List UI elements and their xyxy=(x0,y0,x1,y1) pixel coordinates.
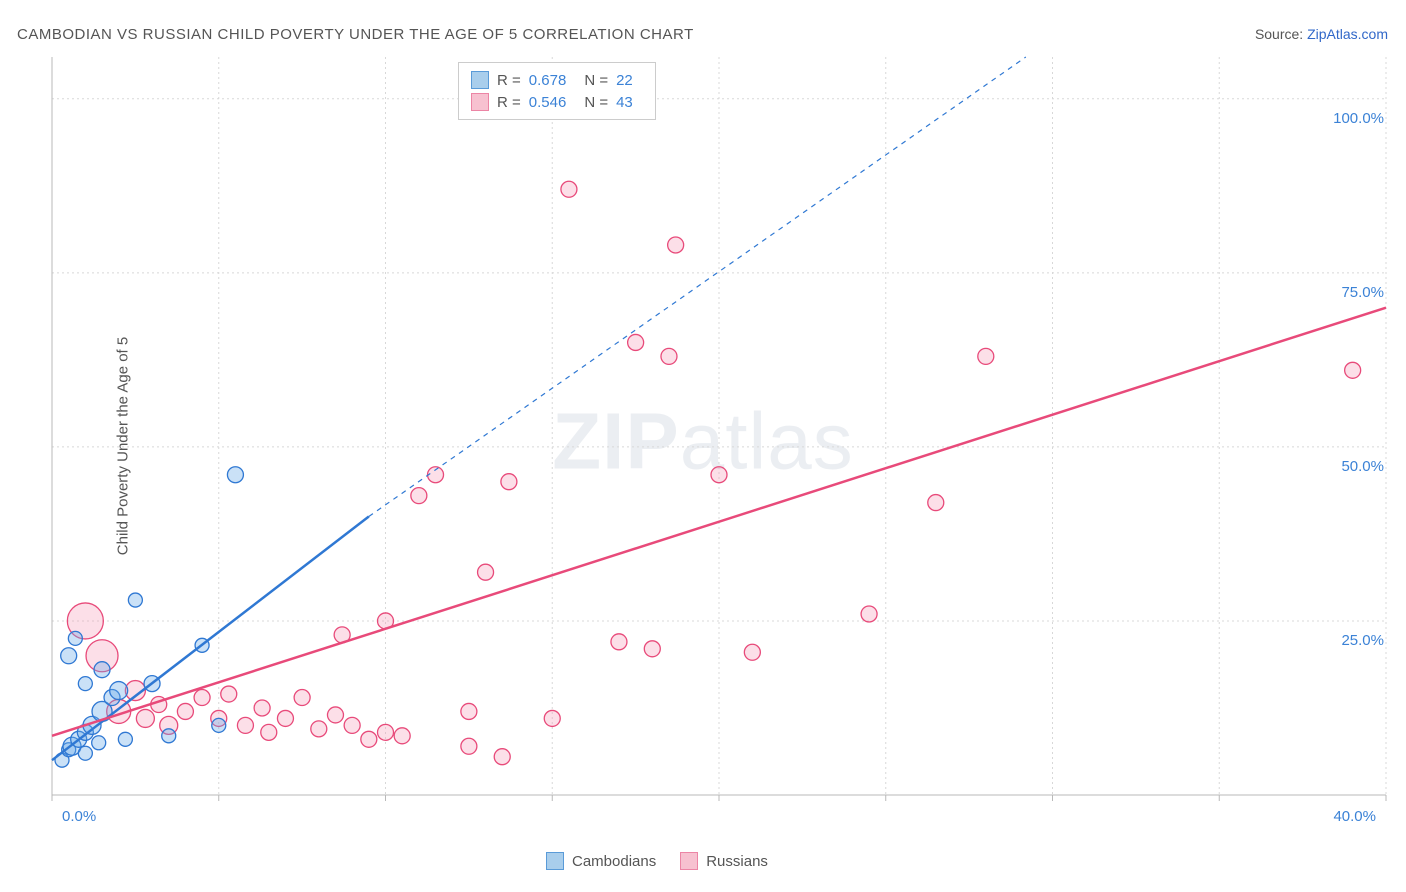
data-point-russians xyxy=(327,707,343,723)
data-point-russians xyxy=(501,474,517,490)
data-point-russians xyxy=(978,348,994,364)
series-legend: Cambodians Russians xyxy=(546,852,768,870)
data-point-russians xyxy=(661,348,677,364)
y-tick-label: 50.0% xyxy=(1341,458,1384,475)
trendline-cambodians-extrapolated xyxy=(369,57,1026,517)
data-point-russians xyxy=(394,728,410,744)
data-point-russians xyxy=(194,690,210,706)
data-point-russians xyxy=(311,721,327,737)
data-point-russians xyxy=(461,703,477,719)
source-label: Source: xyxy=(1255,26,1307,42)
data-point-russians xyxy=(254,700,270,716)
data-point-russians xyxy=(861,606,877,622)
data-point-russians xyxy=(344,717,360,733)
x-tick-label: 0.0% xyxy=(62,808,96,825)
data-point-cambodians xyxy=(61,648,77,664)
data-point-cambodians xyxy=(118,732,132,746)
data-point-russians xyxy=(668,237,684,253)
r-label: R = xyxy=(497,94,521,111)
n-value-russians: 43 xyxy=(616,94,633,111)
n-label: N = xyxy=(584,94,608,111)
data-point-russians xyxy=(744,644,760,660)
data-point-cambodians xyxy=(94,662,110,678)
r-value-russians: 0.546 xyxy=(529,94,567,111)
data-point-russians xyxy=(928,495,944,511)
correlation-legend: R = 0.678 N = 22 R = 0.546 N = 43 xyxy=(458,62,656,120)
n-value-cambodians: 22 xyxy=(616,72,633,89)
data-point-cambodians xyxy=(110,682,128,700)
n-label: N = xyxy=(584,72,608,89)
y-tick-label: 75.0% xyxy=(1341,284,1384,301)
data-point-russians xyxy=(411,488,427,504)
data-point-russians xyxy=(611,634,627,650)
data-point-russians xyxy=(461,738,477,754)
data-point-russians xyxy=(478,564,494,580)
source-link[interactable]: ZipAtlas.com xyxy=(1307,26,1388,42)
data-point-cambodians xyxy=(78,746,92,760)
r-value-cambodians: 0.678 xyxy=(529,72,567,89)
data-point-russians xyxy=(237,717,253,733)
swatch-cambodians xyxy=(546,852,564,870)
data-point-russians xyxy=(136,709,154,727)
legend-label-cambodians: Cambodians xyxy=(572,853,656,870)
legend-row-cambodians: R = 0.678 N = 22 xyxy=(471,69,643,91)
data-point-cambodians xyxy=(68,631,82,645)
legend-label-russians: Russians xyxy=(706,853,768,870)
data-point-russians xyxy=(544,710,560,726)
legend-item-russians: Russians xyxy=(680,852,768,870)
data-point-cambodians xyxy=(92,736,106,750)
data-point-cambodians xyxy=(162,729,176,743)
data-point-russians xyxy=(644,641,660,657)
data-point-russians xyxy=(628,334,644,350)
data-point-russians xyxy=(261,724,277,740)
y-tick-label: 25.0% xyxy=(1341,632,1384,649)
y-tick-label: 100.0% xyxy=(1333,110,1384,127)
data-point-russians xyxy=(561,181,577,197)
data-point-russians xyxy=(494,749,510,765)
data-point-cambodians xyxy=(78,677,92,691)
data-point-russians xyxy=(221,686,237,702)
source-attribution: Source: ZipAtlas.com xyxy=(1255,26,1388,42)
swatch-russians xyxy=(680,852,698,870)
chart-title: CAMBODIAN VS RUSSIAN CHILD POVERTY UNDER… xyxy=(17,26,694,43)
data-point-cambodians xyxy=(128,593,142,607)
data-point-cambodians xyxy=(212,718,226,732)
r-label: R = xyxy=(497,72,521,89)
legend-item-cambodians: Cambodians xyxy=(546,852,656,870)
swatch-russians xyxy=(471,93,489,111)
data-point-cambodians xyxy=(227,467,243,483)
data-point-russians xyxy=(177,703,193,719)
data-point-russians xyxy=(361,731,377,747)
data-point-russians xyxy=(1345,362,1361,378)
data-point-russians xyxy=(378,724,394,740)
trendline-russians xyxy=(52,308,1386,736)
data-point-russians xyxy=(711,467,727,483)
swatch-cambodians xyxy=(471,71,489,89)
x-tick-label: 40.0% xyxy=(1333,808,1376,825)
scatter-plot: 25.0% 50.0% 75.0% 100.0% 0.0% 40.0% xyxy=(50,55,1390,825)
legend-row-russians: R = 0.546 N = 43 xyxy=(471,91,643,113)
data-point-russians xyxy=(277,710,293,726)
data-point-russians xyxy=(294,690,310,706)
